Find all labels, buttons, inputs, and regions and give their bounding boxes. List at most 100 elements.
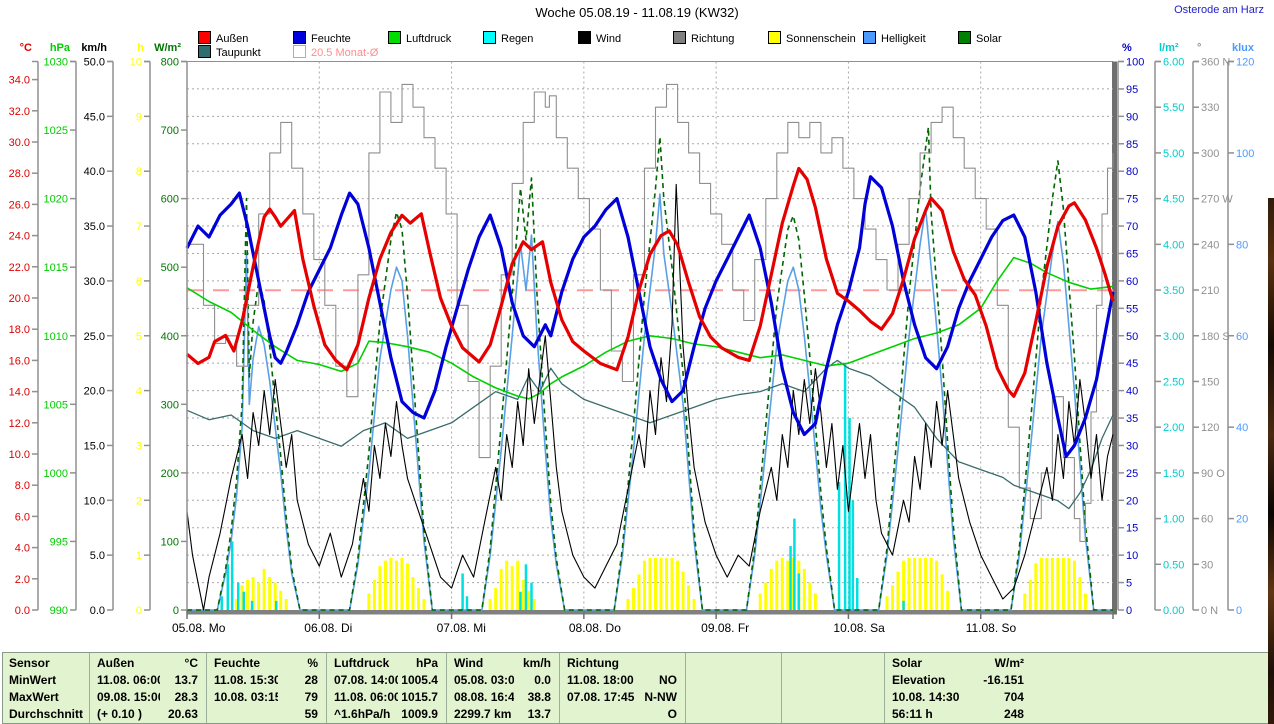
axis-tick-label-temp: 28.0 xyxy=(9,168,30,180)
axis-tick-label-solarax: 200 xyxy=(161,468,179,480)
sonnenschein-bar xyxy=(692,599,696,610)
legend-label-wind: Wind xyxy=(596,33,622,45)
table-min-date: Elevation xyxy=(892,673,946,687)
axis-unit-dirax: ° xyxy=(1197,42,1201,54)
regen-bar xyxy=(524,564,528,610)
table-min-value: 28 xyxy=(304,673,318,687)
table-min-date: 11.08. 06:00 xyxy=(97,673,160,687)
sonnenschein-bar xyxy=(1023,593,1027,610)
regen-bar xyxy=(519,591,522,610)
table-col-label: Solar xyxy=(892,656,923,670)
sonnenschein-bar xyxy=(642,560,646,610)
table-min-value: -16.151 xyxy=(983,673,1024,687)
regen-bar xyxy=(848,418,851,610)
table-divider xyxy=(446,653,447,723)
legend-label-solar: Solar xyxy=(976,33,1002,45)
axis-tick-label-sunax: 7 xyxy=(136,221,142,233)
regen-bar xyxy=(902,600,905,610)
sonnenschein-bar xyxy=(687,585,691,610)
axis-tick-label-rainax: 1.00 xyxy=(1163,514,1184,526)
axis-tick-label-luxax: 120 xyxy=(1236,57,1254,69)
sonnenschein-bar xyxy=(902,560,906,610)
x-axis-day-label: 06.08. Di xyxy=(304,621,352,635)
axis-tick-label-temp: 30.0 xyxy=(9,137,30,149)
axis-tick-label-temp: 16.0 xyxy=(9,355,30,367)
series-aussen xyxy=(185,166,1115,398)
sonnenschein-bar xyxy=(1028,579,1032,610)
axis-tick-label-temp: 32.0 xyxy=(9,106,30,118)
axis-unit-rainax: l/m² xyxy=(1159,42,1179,54)
table-avg-note: ^1.6hPa/h xyxy=(334,707,391,721)
legend-item-regen: Regen xyxy=(483,31,534,45)
plot-bottom-axis xyxy=(187,610,1113,615)
luftdruck-line xyxy=(186,256,1114,400)
regen-bar xyxy=(242,591,246,610)
axis-tick-label-humidity: 65 xyxy=(1126,248,1138,260)
axis-tick-label-windax: 35.0 xyxy=(84,221,105,233)
series-luftdruck xyxy=(186,256,1114,400)
solar-line xyxy=(187,126,1113,611)
sonnenschein-bar xyxy=(940,574,944,610)
table-max-date: 09.08. 15:00 xyxy=(97,690,160,704)
axis-tick-label-temp: 26.0 xyxy=(9,199,30,211)
axis-tick-label-sunax: 5 xyxy=(136,331,142,343)
sonnenschein-bar xyxy=(780,557,784,610)
table-max-value: N-NW xyxy=(644,690,677,704)
legend-swatch-sonnenschein xyxy=(768,31,781,44)
axis-tick-label-rainax: 2.50 xyxy=(1163,376,1184,388)
sonnenschein-bar xyxy=(521,579,525,610)
table-col-unit: °C xyxy=(184,656,198,670)
axis-tick-label-sunax: 2 xyxy=(136,495,142,507)
axis-tick-label-temp: 2.0 xyxy=(15,574,30,586)
table-col-label: Außen xyxy=(97,656,135,670)
sonnenschein-bar xyxy=(1083,593,1087,610)
table-max-value: 38.8 xyxy=(527,690,551,704)
axis-tick-label-sunax: 9 xyxy=(136,111,142,123)
series-richtung xyxy=(187,83,1114,542)
axis-tick-label-temp: 24.0 xyxy=(9,231,30,243)
table-col-unit: km/h xyxy=(522,656,551,670)
legend-label-regen: Regen xyxy=(501,33,534,45)
axis-tick-label-humidity: 75 xyxy=(1126,194,1138,206)
axis-tick-label-solarax: 500 xyxy=(161,262,179,274)
table-min-value: 0.0 xyxy=(534,673,551,687)
axis-tick-label-dirax: 270 W xyxy=(1201,194,1233,206)
legend-label-luftdruck: Luftdruck xyxy=(406,33,452,45)
axis-tick-label-windax: 40.0 xyxy=(84,166,105,178)
table-max-date: 08.08. 16:45 xyxy=(454,690,515,704)
table-avg-note xyxy=(214,706,278,723)
legend-swatch-feuchte xyxy=(293,31,306,44)
legend-label-taupunkt: Taupunkt xyxy=(216,47,261,59)
axis-tick-label-windax: 25.0 xyxy=(84,331,105,343)
chart-canvas: 05.08. Mo 06.08. Di 07.08. Mi 08.08. Do 09.0… xyxy=(9,42,1255,635)
axis-tick-label-humidity: 10 xyxy=(1126,550,1138,562)
table-row-header: MaxWert xyxy=(9,690,59,704)
sonnenschein-bar xyxy=(885,596,889,610)
taupunkt-line xyxy=(186,359,1114,510)
table-max-value: 1015.7 xyxy=(401,690,438,704)
axis-tick-label-pressure: 1030 xyxy=(44,57,68,69)
axis-tick-label-rainax: 6.00 xyxy=(1163,57,1184,69)
table-min-date: 11.08. 15:30 xyxy=(214,673,279,687)
table-min-date: 05.08. 03:00 xyxy=(454,673,515,687)
axis-tick-label-dirax: 30 xyxy=(1201,559,1213,571)
axis-tick-label-temp: 10.0 xyxy=(9,449,30,461)
sonnenschein-bar xyxy=(417,588,420,610)
axis-tick-label-rainax: 5.00 xyxy=(1163,148,1184,160)
sonnenschein-bar xyxy=(284,599,288,610)
feuchte-line xyxy=(185,175,1115,458)
axis-unit-solarax: W/m² xyxy=(154,42,181,54)
sonnenschein-bar xyxy=(681,571,685,610)
table-avg-note: 2299.7 km xyxy=(454,707,512,721)
sonnenschein-bar xyxy=(262,568,266,610)
legend-swatch-monat xyxy=(293,45,306,58)
regen-bar xyxy=(230,541,234,610)
axis-tick-label-temp: 18.0 xyxy=(9,324,30,336)
axis-tick-label-humidity: 25 xyxy=(1126,468,1138,480)
axis-tick-label-luxax: 20 xyxy=(1236,514,1248,526)
axis-unit-temp: °C xyxy=(20,42,32,54)
regen-bar xyxy=(237,582,240,610)
axis-tick-label-pressure: 1025 xyxy=(44,125,68,137)
sonnenschein-bar xyxy=(1056,557,1060,610)
sonnenschein-bar xyxy=(246,579,250,610)
